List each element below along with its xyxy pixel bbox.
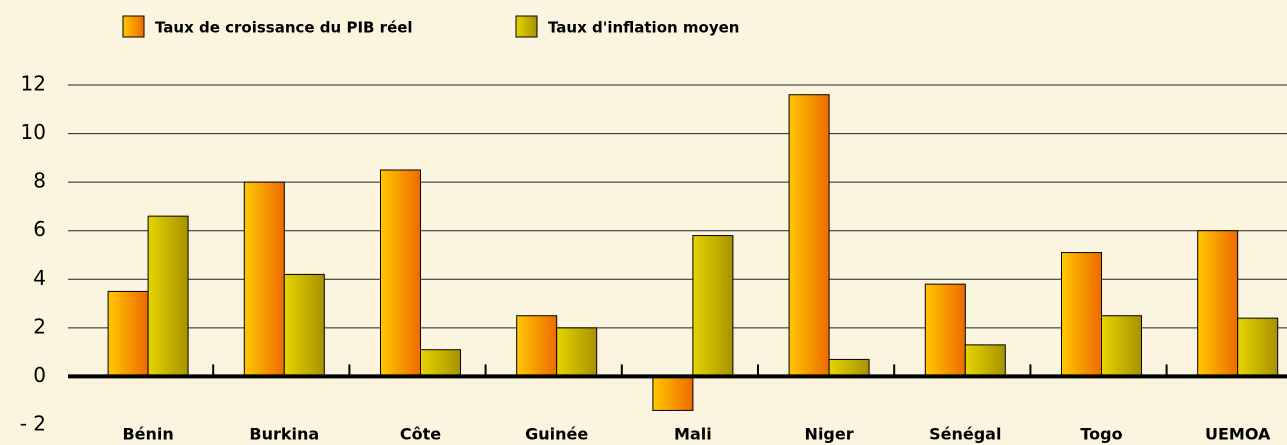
legend-swatch: [122, 15, 145, 38]
y-tick-label: - 2: [20, 412, 46, 436]
bar: [243, 181, 285, 377]
x-tick-label: Bénin: [122, 425, 173, 444]
bar: [283, 273, 325, 377]
x-tick-label: Niger: [805, 425, 854, 444]
bar: [1197, 230, 1239, 377]
bar: [692, 235, 734, 377]
y-tick-label: 6: [33, 217, 46, 241]
legend-swatch: [515, 15, 538, 38]
bar: [828, 358, 870, 377]
bar: [380, 169, 421, 377]
legend-label: Taux d'inflation moyen: [548, 19, 739, 37]
bar: [107, 290, 149, 377]
bar: [147, 215, 189, 377]
y-tick-label: 0: [33, 363, 46, 387]
y-tick-label: 8: [33, 169, 46, 193]
x-tick-label: Mali: [674, 425, 712, 444]
y-tick-label: 4: [33, 266, 46, 290]
bar: [516, 315, 558, 377]
x-tick-label: Côte: [400, 425, 441, 444]
bar: [420, 349, 461, 377]
bar: [924, 283, 966, 377]
y-tick-label: 10: [21, 120, 46, 144]
x-tick-label: Guinée: [525, 425, 588, 444]
bar: [556, 327, 598, 377]
y-tick-label: 12: [21, 72, 46, 96]
bar: [1237, 317, 1279, 377]
bar: [652, 375, 694, 411]
bar: [964, 344, 1006, 377]
x-tick-label: Sénégal: [929, 425, 1001, 444]
x-tick-label: Togo: [1080, 425, 1122, 444]
bar: [1061, 252, 1102, 377]
bar: [1101, 315, 1142, 377]
bar: [788, 94, 830, 377]
x-tick-label: Burkina: [249, 425, 319, 444]
x-tick-label: UEMOA: [1205, 425, 1271, 444]
legend-label: Taux de croissance du PIB réel: [155, 19, 413, 37]
y-tick-label: 2: [33, 314, 46, 338]
